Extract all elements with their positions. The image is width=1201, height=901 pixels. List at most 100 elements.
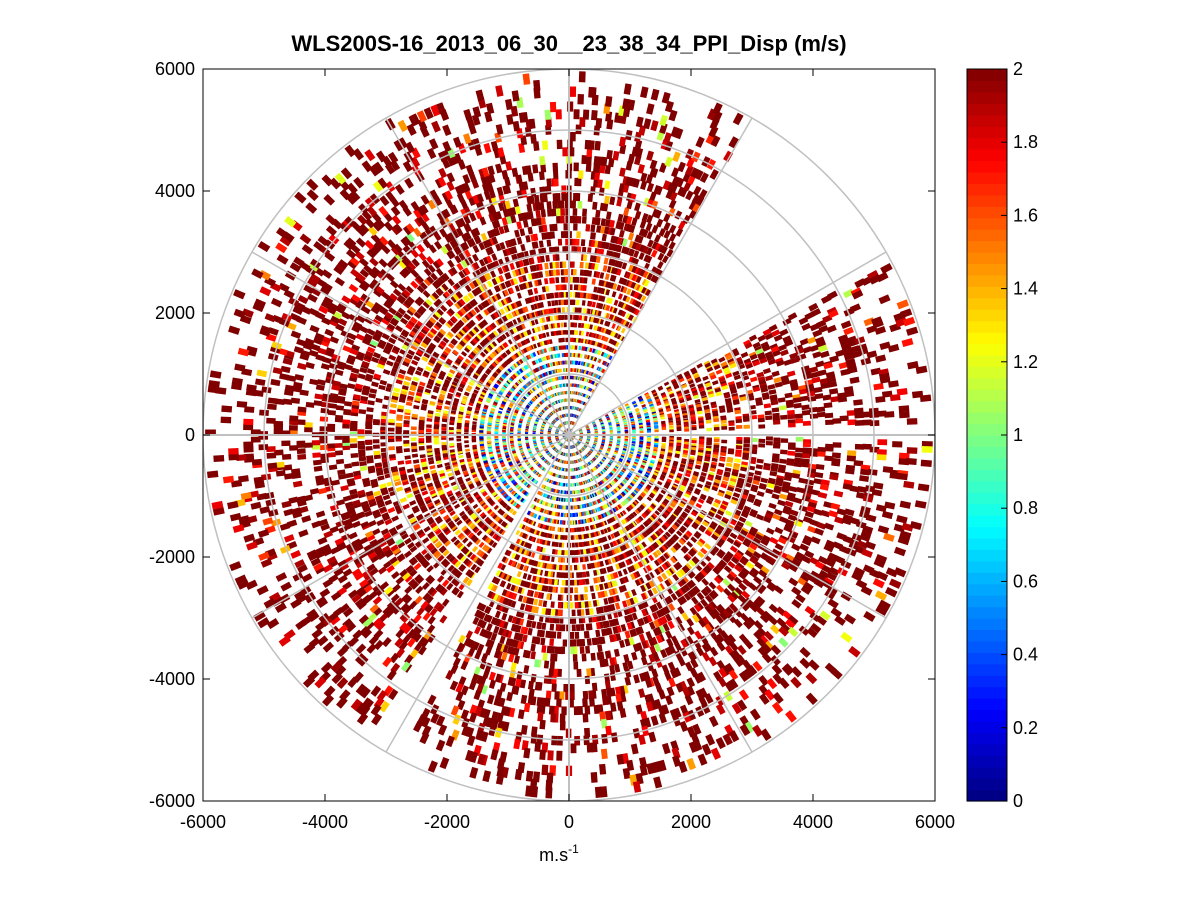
data-cell xyxy=(573,505,576,510)
data-cell xyxy=(624,426,628,430)
data-cell xyxy=(569,314,573,320)
data-cell xyxy=(582,564,586,570)
data-cell xyxy=(668,422,674,426)
data-cell xyxy=(570,535,574,540)
data-cell xyxy=(557,307,561,313)
data-cell xyxy=(564,314,568,320)
data-cell xyxy=(646,430,652,433)
data-cell xyxy=(434,416,441,421)
data-cell xyxy=(441,423,447,428)
data-cell xyxy=(559,520,563,525)
data-cell xyxy=(575,535,579,540)
data-cell xyxy=(561,314,565,320)
data-cell xyxy=(510,438,514,442)
data-cell xyxy=(565,330,569,335)
data-cell xyxy=(559,368,563,373)
data-cell xyxy=(464,444,470,448)
data-cell xyxy=(570,513,573,518)
data-cell xyxy=(661,427,667,431)
data-cell xyxy=(579,556,584,563)
data-cell xyxy=(563,322,567,328)
data-cell xyxy=(575,299,580,306)
data-cell xyxy=(574,322,578,328)
data-cell xyxy=(557,353,561,358)
data-cell xyxy=(582,308,587,314)
data-cell xyxy=(574,345,578,350)
data-cell xyxy=(669,429,674,433)
data-cell xyxy=(570,368,573,372)
data-cell xyxy=(571,527,575,533)
data-cell xyxy=(580,323,585,329)
data-cell xyxy=(449,442,455,447)
data-cell xyxy=(575,360,579,365)
data-cell xyxy=(487,440,492,444)
data-cell xyxy=(676,428,682,432)
data-cell xyxy=(632,431,636,434)
data-cell xyxy=(574,542,579,548)
data-cell xyxy=(573,564,578,571)
data-cell xyxy=(698,444,705,448)
data-cell xyxy=(456,429,462,433)
data-cell xyxy=(457,419,463,424)
data-cell xyxy=(676,439,682,443)
data-cell xyxy=(580,549,584,555)
data-cell xyxy=(698,425,705,429)
data-cell xyxy=(565,550,569,556)
data-cell xyxy=(562,360,565,365)
data-cell xyxy=(479,441,484,444)
data-cell xyxy=(558,549,562,556)
data-cell xyxy=(654,429,659,433)
data-cell xyxy=(464,440,469,444)
data-cell xyxy=(563,505,566,510)
data-cell xyxy=(562,565,566,571)
data-cell xyxy=(571,542,575,548)
data-cell xyxy=(558,564,563,571)
data-cell xyxy=(577,519,581,525)
data-cell xyxy=(661,439,667,443)
data-cell xyxy=(486,436,491,439)
data-cell xyxy=(577,322,582,328)
data-cell xyxy=(661,445,666,449)
data-cell xyxy=(578,338,582,343)
data-cell xyxy=(624,431,629,434)
data-cell xyxy=(561,337,565,343)
data-cell xyxy=(575,330,579,335)
data-cell xyxy=(556,322,561,328)
data-cell xyxy=(517,431,521,434)
data-cell xyxy=(560,512,564,517)
data-cell xyxy=(448,437,454,441)
data-cell xyxy=(575,505,578,510)
data-cell xyxy=(576,527,580,532)
data-cell xyxy=(441,441,447,446)
data-cell xyxy=(448,426,454,431)
data-cell xyxy=(560,322,564,328)
data-cell xyxy=(561,550,565,556)
data-cell xyxy=(456,438,462,442)
data-cell xyxy=(472,424,477,428)
data-cell xyxy=(617,431,621,434)
chart-title: WLS200S-16_2013_06_30__23_38_34_PPI_Disp… xyxy=(291,31,846,56)
data-cell xyxy=(609,432,613,435)
data-cell xyxy=(560,527,564,533)
data-cell xyxy=(624,438,629,441)
data-cell xyxy=(557,527,561,532)
data-cell xyxy=(572,299,576,306)
data-cell xyxy=(557,557,562,563)
data-cell xyxy=(691,426,697,431)
data-cell xyxy=(578,307,582,313)
data-cell xyxy=(441,430,447,434)
data-cell xyxy=(578,315,583,321)
data-cell xyxy=(639,430,644,434)
data-cell xyxy=(565,527,569,533)
data-cell xyxy=(571,557,575,563)
data-cell xyxy=(472,444,477,448)
data-cell xyxy=(571,391,574,395)
data-cell xyxy=(684,428,690,432)
data-cell xyxy=(571,322,575,328)
data-cell xyxy=(654,426,659,429)
data-cell xyxy=(577,534,582,540)
data-cell xyxy=(581,300,586,306)
data-cell xyxy=(698,441,705,445)
data-cell xyxy=(575,315,580,321)
